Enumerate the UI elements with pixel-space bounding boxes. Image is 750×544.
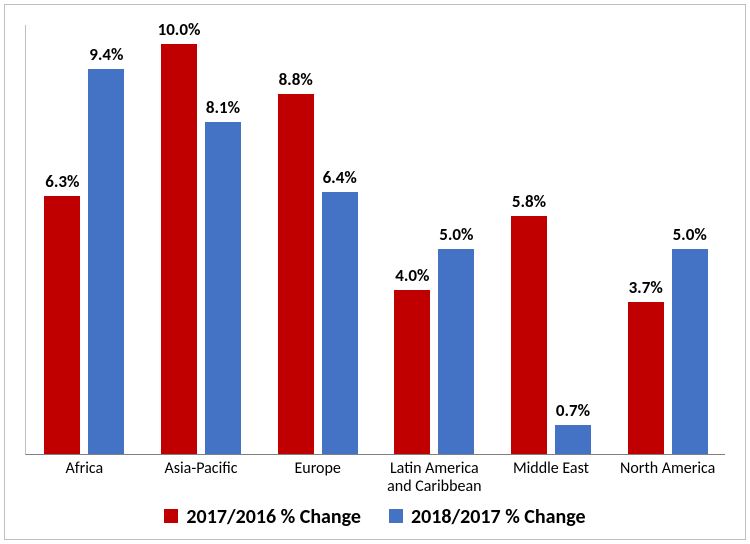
bar-s2018_2017 [322,192,358,454]
bar-value-label: 8.8% [256,69,336,90]
bar-s2018_2017 [205,122,241,454]
legend-label: 2017/2016 % Change [186,505,361,529]
bar-value-label: 5.0% [416,224,496,245]
category-group-latam: Latin America and Caribbean4.0%5.0% [376,25,493,454]
legend: 2017/2016 % Change 2018/2017 % Change [5,505,745,529]
category-group-asia_pacific: Asia-Pacific10.0%8.1% [143,25,260,454]
bar-value-label: 10.0% [139,19,219,40]
category-label: Latin America and Caribbean [376,454,493,497]
bar-value-label: 9.4% [66,44,146,65]
legend-item-s2018_2017: 2018/2017 % Change [389,505,586,529]
category-label: Africa [26,454,143,478]
bar-s2017_2016 [278,94,314,454]
category-group-north_america: North America3.7%5.0% [609,25,726,454]
category-group-middle_east: Middle East5.8%0.7% [493,25,610,454]
bar-value-label: 5.8% [489,191,569,212]
bar-s2017_2016 [394,290,430,454]
category-group-africa: Africa6.3%9.4% [26,25,143,454]
bar-value-label: 6.4% [300,167,380,188]
legend-swatch [389,509,403,523]
category-label: Europe [259,454,376,478]
bar-value-label: 8.1% [183,97,263,118]
bar-s2017_2016 [628,302,664,454]
chart-frame: Africa6.3%9.4%Asia-Pacific10.0%8.1%Europ… [4,4,746,540]
bar-s2018_2017 [555,425,591,454]
category-label: Middle East [493,454,610,478]
legend-swatch [164,509,178,523]
category-label: Asia-Pacific [143,454,260,478]
bar-s2018_2017 [88,69,124,454]
bar-s2018_2017 [672,249,708,454]
category-group-europe: Europe8.8%6.4% [259,25,376,454]
bar-s2017_2016 [44,196,80,454]
plot-area: Africa6.3%9.4%Asia-Pacific10.0%8.1%Europ… [25,25,725,455]
bar-s2018_2017 [438,249,474,454]
bar-value-label: 0.7% [533,400,613,421]
category-label: North America [609,454,726,478]
bar-value-label: 5.0% [650,224,730,245]
legend-item-s2017_2016: 2017/2016 % Change [164,505,361,529]
legend-label: 2018/2017 % Change [411,505,586,529]
